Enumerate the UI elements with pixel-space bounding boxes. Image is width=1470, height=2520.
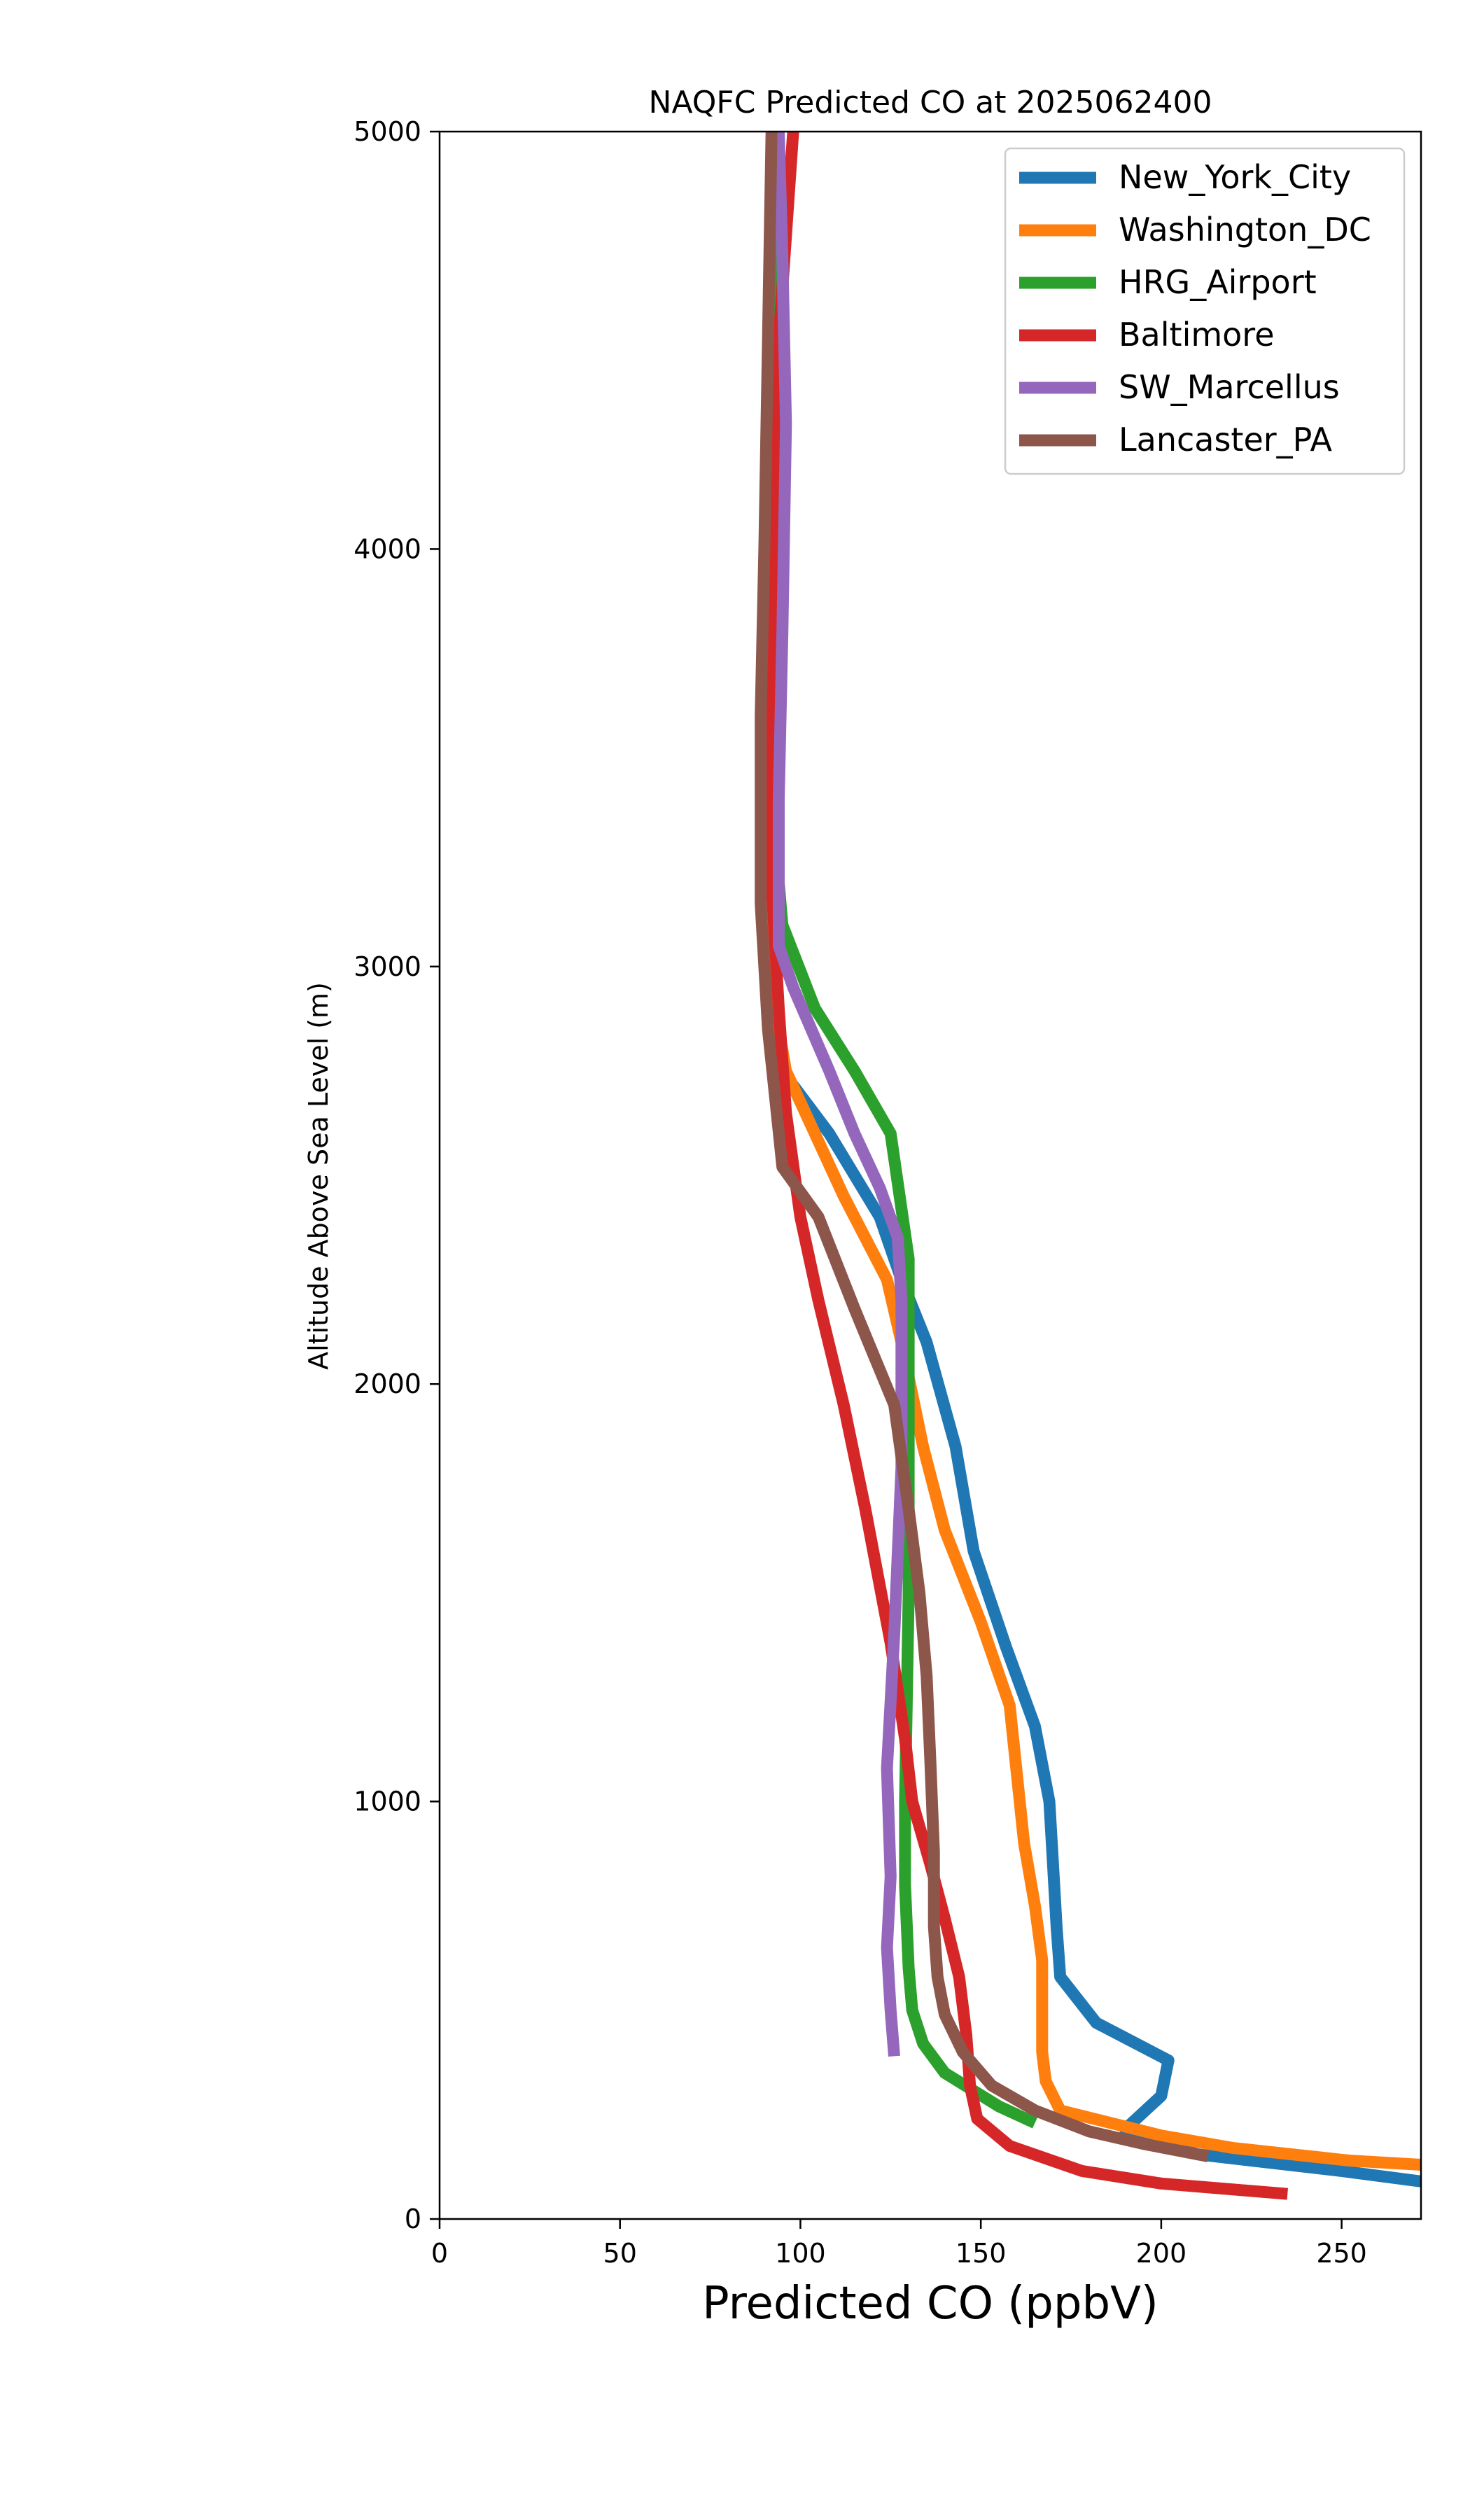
- x-axis: 0 50 100 150 200 250: [431, 2219, 1367, 2269]
- series-line-lancaster-pa: [755, 132, 1210, 2162]
- x-tick-label: 200: [1136, 2238, 1187, 2269]
- series-layer: [755, 132, 1421, 2200]
- x-tick-label: 0: [431, 2238, 448, 2269]
- legend: New_York_City Washington_DC HRG_Airport Bal…: [1004, 147, 1406, 475]
- y-axis: 0 1000 2000 3000 4000 5000: [354, 116, 440, 2234]
- legend-label: SW_Marcellus: [1119, 368, 1340, 406]
- legend-box: [1004, 147, 1406, 475]
- y-tick-label: 1000: [354, 1786, 421, 1817]
- legend-label: Lancaster_PA: [1119, 421, 1332, 458]
- plot-frame: [438, 130, 1422, 2220]
- y-tick-label: 5000: [354, 116, 421, 147]
- y-tick-label: 0: [405, 2204, 421, 2234]
- legend-label: HRG_Airport: [1119, 263, 1317, 301]
- y-tick-label: 4000: [354, 533, 421, 564]
- y-tick-label: 2000: [354, 1368, 421, 1399]
- legend-label: New_York_City: [1119, 158, 1351, 196]
- y-axis-label: Altitude Above Sea Level (m): [303, 982, 334, 1370]
- x-tick-label: 100: [775, 2238, 826, 2269]
- x-tick-label: 50: [603, 2238, 637, 2269]
- legend-label: Baltimore: [1119, 316, 1275, 354]
- x-axis-label: Predicted CO (ppbV): [702, 2278, 1158, 2330]
- series-line-sw-marcellus: [773, 132, 908, 2057]
- x-tick-label: 150: [955, 2238, 1007, 2269]
- legend-label: Washington_DC: [1119, 211, 1371, 248]
- series-line-baltimore: [765, 132, 1288, 2200]
- x-tick-label: 250: [1316, 2238, 1367, 2269]
- y-tick-label: 3000: [354, 951, 421, 982]
- chart-title: NAQFC Predicted CO at 2025062400: [649, 85, 1212, 120]
